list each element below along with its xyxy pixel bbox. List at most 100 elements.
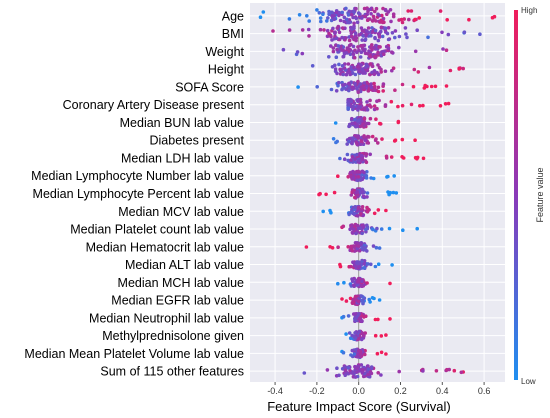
data-point: [330, 38, 334, 42]
data-point: [379, 373, 383, 377]
data-point: [347, 139, 351, 144]
feature-label: Methylprednisolone given: [102, 329, 244, 343]
data-point: [333, 121, 338, 125]
data-point: [346, 105, 351, 110]
feature-label: Coronary Artery Disease present: [63, 98, 245, 112]
data-point: [325, 34, 330, 39]
data-point: [457, 67, 462, 71]
data-point: [397, 369, 402, 374]
data-point: [360, 67, 365, 71]
data-point: [258, 15, 263, 19]
data-point: [336, 245, 340, 249]
data-point: [366, 367, 371, 372]
data-point: [360, 190, 365, 194]
data-point: [401, 228, 405, 232]
data-point: [369, 365, 374, 369]
data-point: [337, 13, 341, 18]
data-point: [341, 224, 346, 229]
data-point: [328, 245, 332, 249]
data-point: [370, 134, 375, 139]
data-point: [347, 331, 352, 335]
data-point: [359, 363, 364, 367]
data-point: [370, 296, 375, 300]
data-point: [379, 350, 384, 355]
data-point: [310, 64, 315, 68]
data-point: [352, 117, 357, 122]
data-point: [365, 170, 369, 174]
data-point: [357, 265, 362, 269]
data-point: [347, 136, 352, 141]
data-point: [347, 85, 351, 90]
data-point: [353, 331, 357, 335]
data-point: [400, 137, 405, 142]
data-point: [358, 124, 363, 129]
data-point: [364, 65, 368, 69]
data-point: [376, 50, 380, 55]
data-point: [356, 349, 361, 353]
data-point: [373, 333, 378, 338]
data-point: [446, 32, 451, 37]
data-point: [352, 211, 357, 216]
data-point: [330, 65, 335, 69]
data-point: [346, 366, 351, 370]
data-point: [392, 139, 397, 143]
data-point: [393, 29, 398, 33]
data-point: [345, 46, 350, 50]
data-point: [364, 84, 369, 88]
data-point: [347, 9, 352, 14]
data-point: [370, 64, 375, 69]
data-point: [331, 46, 336, 50]
data-point: [351, 260, 355, 265]
data-point: [382, 20, 386, 25]
data-point: [355, 20, 360, 25]
data-point: [355, 223, 360, 228]
feature-label: Median MCV lab value: [118, 205, 244, 219]
data-point: [355, 366, 360, 371]
data-point: [376, 38, 381, 43]
data-point: [390, 50, 394, 54]
data-point: [376, 208, 381, 212]
data-point: [407, 17, 411, 22]
data-point: [322, 28, 326, 32]
data-point: [352, 9, 356, 13]
data-point: [349, 244, 354, 249]
data-point: [374, 54, 378, 59]
data-point: [365, 364, 370, 369]
data-point: [329, 210, 333, 215]
data-point: [352, 65, 356, 70]
data-point: [369, 85, 374, 90]
data-point: [375, 226, 379, 231]
data-point: [369, 105, 373, 109]
data-point: [350, 230, 355, 235]
feature-label: SOFA Score: [175, 80, 244, 94]
data-point: [396, 104, 400, 109]
data-point: [360, 169, 365, 174]
data-point: [353, 170, 357, 175]
data-point: [375, 351, 380, 356]
data-point: [366, 141, 371, 145]
data-point: [346, 314, 351, 318]
data-point: [350, 300, 355, 305]
data-point: [356, 299, 361, 304]
data-point: [370, 26, 374, 30]
data-point: [318, 191, 322, 196]
data-point: [356, 118, 361, 123]
feature-label: Median Hematocrit lab value: [86, 240, 244, 254]
data-point: [305, 14, 309, 18]
data-point: [354, 265, 358, 270]
feature-label: Sum of 115 other features: [100, 365, 244, 379]
data-point: [356, 276, 361, 281]
data-point: [354, 36, 359, 40]
data-point: [317, 11, 322, 15]
data-point: [374, 137, 378, 141]
data-point: [296, 85, 300, 89]
data-point: [363, 37, 368, 42]
data-point: [360, 319, 364, 323]
data-point: [297, 13, 302, 17]
data-point: [315, 85, 320, 89]
data-point: [325, 19, 329, 23]
data-point: [386, 46, 391, 51]
data-point: [444, 48, 449, 52]
data-point: [393, 35, 397, 40]
data-point: [365, 281, 369, 285]
